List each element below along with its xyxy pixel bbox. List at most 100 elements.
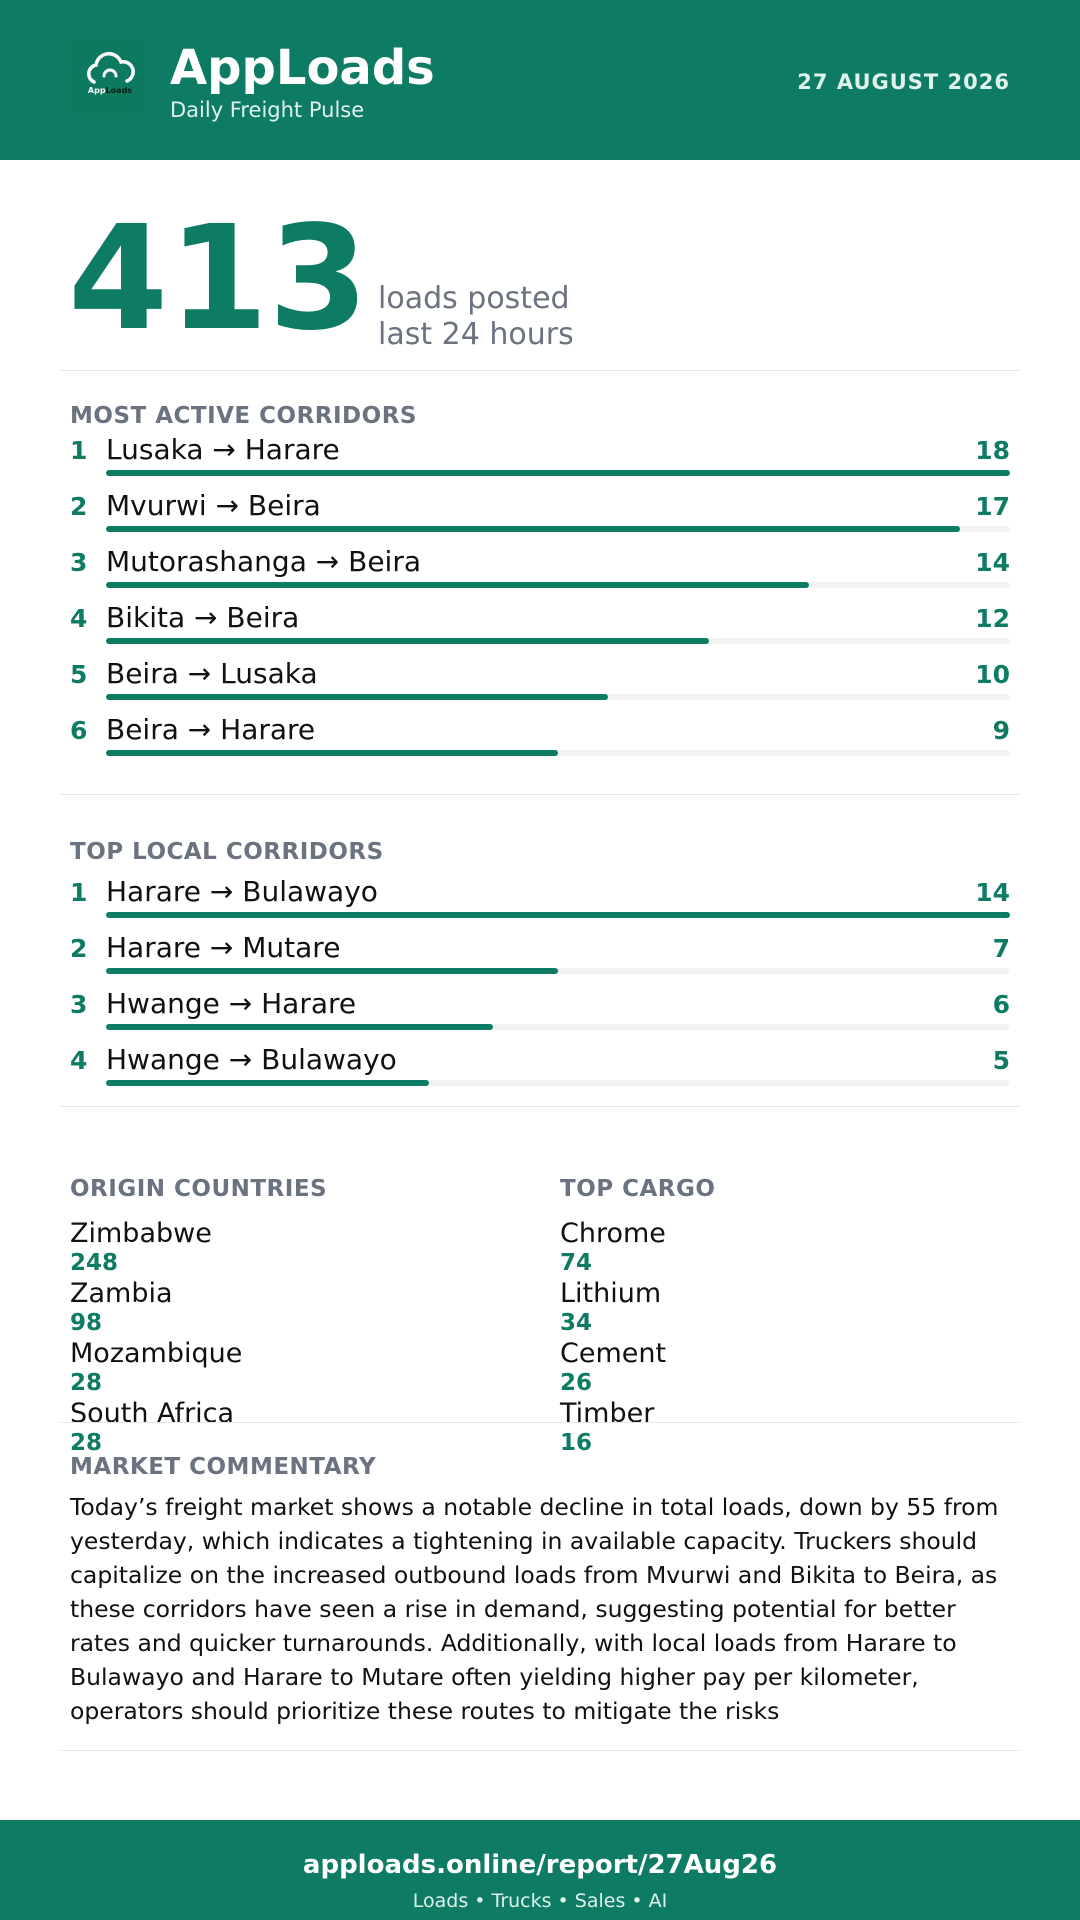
stat-value: 34 [560,1310,593,1336]
corridor-rank: 5 [70,660,88,689]
corridor-bar-fill [106,638,709,644]
local_corridors-row: 2 Harare → Mutare 7 [70,931,1010,992]
corridor-bar-track [106,968,1010,974]
divider [60,370,1020,371]
corridor-count: 9 [992,716,1010,745]
local_corridors-row: 3 Hwange → Harare 6 [70,987,1010,1048]
stat-name: Zimbabwe [70,1218,212,1249]
active_corridors-row: 3 Mutorashanga → Beira 14 [70,545,1010,606]
corridor-name: Hwange → Harare [106,987,357,1020]
stat-value: 28 [70,1370,103,1396]
loads-label-line1: loads posted [378,281,570,316]
report-link[interactable]: apploads.online/report/27Aug26 [302,1850,778,1880]
corridor-rank: 4 [70,1046,88,1075]
stat-value: 98 [70,1310,103,1336]
corridor-rank: 1 [70,878,88,907]
stat-value: 28 [70,1430,103,1456]
corridor-bar-fill [106,1080,429,1086]
corridor-count: 18 [975,436,1010,465]
divider [60,1106,1020,1107]
corridor-rank: 3 [70,548,88,577]
stat-name: Zambia [70,1278,173,1309]
corridor-bar-fill [106,968,558,974]
corridor-rank: 2 [70,492,88,521]
local-corridors-title: TOP LOCAL CORRIDORS [70,839,384,865]
corridor-bar-track [106,694,1010,700]
corridor-count: 10 [975,660,1010,689]
corridor-name: Mutorashanga → Beira [106,545,421,578]
top-cargo-panel: TOP CARGO Chrome 74 Lithium 34 Cement 26 Timbe… [560,1176,980,1455]
cloud-icon [87,52,135,84]
corridor-bar-fill [106,1024,494,1030]
corridor-bar-track [106,912,1010,918]
stat-value: 26 [560,1370,593,1396]
active-corridors-title: MOST ACTIVE CORRIDORS [70,403,417,429]
corridor-name: Beira → Lusaka [106,657,318,690]
corridor-name: Hwange → Bulawayo [106,1043,397,1076]
corridor-bar-fill [106,750,558,756]
active_corridors-row: 5 Beira → Lusaka 10 [70,657,1010,718]
corridor-count: 17 [975,492,1010,521]
divider [60,1750,1020,1751]
corridor-bar-track [106,582,1010,588]
corridor-count: 7 [992,934,1010,963]
loads-total: 413 [68,194,369,362]
active_corridors-row: 1 Lusaka → Harare 18 [70,433,1010,494]
app-title: AppLoads [170,40,435,96]
corridor-name: Harare → Bulawayo [106,875,378,908]
corridor-rank: 4 [70,604,88,633]
local_corridors-row: 4 Hwange → Bulawayo 5 [70,1043,1010,1104]
commentary-text: Today’s freight market shows a notable d… [70,1493,999,1725]
loads-label-line2: last 24 hours [378,317,574,352]
footer: apploads.online/report/27Aug26 Loads • T… [0,1820,1080,1920]
stat-value: 16 [560,1430,593,1456]
active_corridors-row: 4 Bikita → Beira 12 [70,601,1010,662]
corridor-count: 14 [975,548,1010,577]
logo: AppLoads [70,38,150,118]
corridor-count: 12 [975,604,1010,633]
corridor-bar-track [106,526,1010,532]
origin-countries-panel: ORIGIN COUNTRIES Zimbabwe 248 Zambia 98 Moza… [70,1176,490,1455]
divider [60,794,1020,795]
corridor-bar-fill [106,470,1010,476]
corridor-bar-fill [106,912,1010,918]
corridor-name: Mvurwi → Beira [106,489,321,522]
footer-tagline: Loads • Trucks • Sales • AI [412,1890,668,1912]
corridor-bar-fill [106,582,810,588]
stat-name: Lithium [560,1278,662,1309]
active_corridors-row: 6 Beira → Harare 9 [70,713,1010,774]
corridor-rank: 2 [70,934,88,963]
report-date: 27 AUGUST 2026 [797,70,1010,94]
corridor-bar-track [106,1080,1010,1086]
stat-name: Chrome [560,1218,666,1249]
origin-countries-title: ORIGIN COUNTRIES [70,1176,328,1202]
corridor-bar-fill [106,694,609,700]
stat-name: Cement [560,1338,667,1369]
divider [60,1422,1020,1423]
corridor-name: Lusaka → Harare [106,433,340,466]
corridor-bar-track [106,638,1010,644]
corridor-bar-track [106,470,1010,476]
corridor-name: Beira → Harare [106,713,316,746]
corridor-bar-track [106,1024,1010,1030]
active_corridors-row: 2 Mvurwi → Beira 17 [70,489,1010,550]
header: AppLoads AppLoads Daily Freight Pulse 27… [0,0,1080,160]
corridor-rank: 3 [70,990,88,1019]
app-subtitle: Daily Freight Pulse [170,98,365,122]
top-cargo-title: TOP CARGO [560,1176,716,1202]
corridor-count: 6 [992,990,1010,1019]
stat-value: 74 [560,1250,593,1276]
commentary-title: MARKET COMMENTARY [70,1454,377,1480]
corridor-rank: 1 [70,436,88,465]
corridor-bar-track [106,750,1010,756]
corridor-name: Bikita → Beira [106,601,300,634]
corridor-name: Harare → Mutare [106,931,341,964]
corridor-count: 5 [992,1046,1010,1075]
corridor-bar-fill [106,526,960,532]
corridor-rank: 6 [70,716,88,745]
stat-name: Mozambique [70,1338,243,1369]
stat-value: 248 [70,1250,119,1276]
corridor-count: 14 [975,878,1010,907]
local_corridors-row: 1 Harare → Bulawayo 14 [70,875,1010,936]
logo-wordmark: AppLoads [87,86,133,95]
